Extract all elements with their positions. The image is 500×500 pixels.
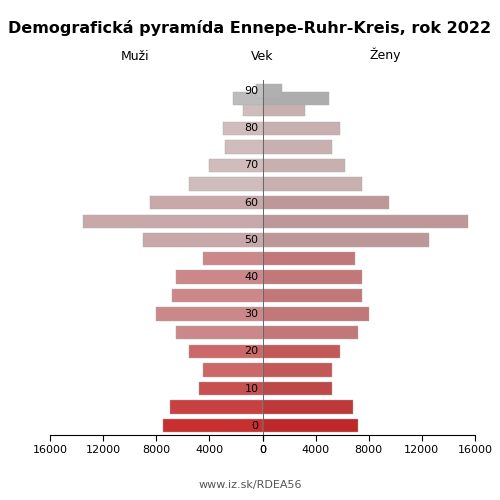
Text: 20: 20 [244,346,258,356]
Bar [262,382,332,395]
Bar [262,214,468,228]
Bar [222,122,262,135]
Bar [176,326,262,340]
Bar [150,196,262,209]
Bar [242,103,262,117]
Bar [262,178,362,191]
Bar [156,308,262,321]
Bar [143,233,262,246]
Text: 30: 30 [244,309,258,319]
Bar [262,289,362,302]
Bar [262,92,329,106]
Bar [262,122,340,135]
Bar [262,84,282,98]
Text: 90: 90 [244,86,258,96]
Text: Demografická pyramída Ennepe-Ruhr-Kreis, rok 2022: Demografická pyramída Ennepe-Ruhr-Kreis,… [8,20,492,36]
Bar [190,344,262,358]
Text: 60: 60 [244,198,258,207]
Text: Muži: Muži [120,50,150,62]
Bar [262,344,340,358]
Bar [163,419,262,432]
Bar [262,270,362,283]
Bar [262,308,369,321]
Text: 40: 40 [244,272,258,282]
Bar [262,419,358,432]
Bar [262,364,332,376]
Bar [202,364,262,376]
Text: 10: 10 [244,384,258,394]
Text: 0: 0 [252,420,258,430]
Bar [262,159,345,172]
Text: 50: 50 [244,235,258,245]
Bar [176,270,262,283]
Text: Vek: Vek [252,50,274,62]
Bar [262,233,428,246]
Bar [262,103,305,117]
Bar [262,196,388,209]
Bar [170,400,262,414]
Bar [262,400,353,414]
Text: Ženy: Ženy [369,48,401,62]
Bar [172,289,262,302]
Bar [262,326,358,340]
Bar [199,382,262,395]
Bar [234,92,262,106]
Text: 80: 80 [244,124,258,134]
Bar [210,159,262,172]
Bar [262,252,356,265]
Bar [226,140,262,153]
Bar [202,252,262,265]
Text: www.iz.sk/RDEA56: www.iz.sk/RDEA56 [198,480,302,490]
Bar [83,214,262,228]
Text: 70: 70 [244,160,258,170]
Bar [256,84,262,98]
Bar [190,178,262,191]
Bar [262,140,332,153]
